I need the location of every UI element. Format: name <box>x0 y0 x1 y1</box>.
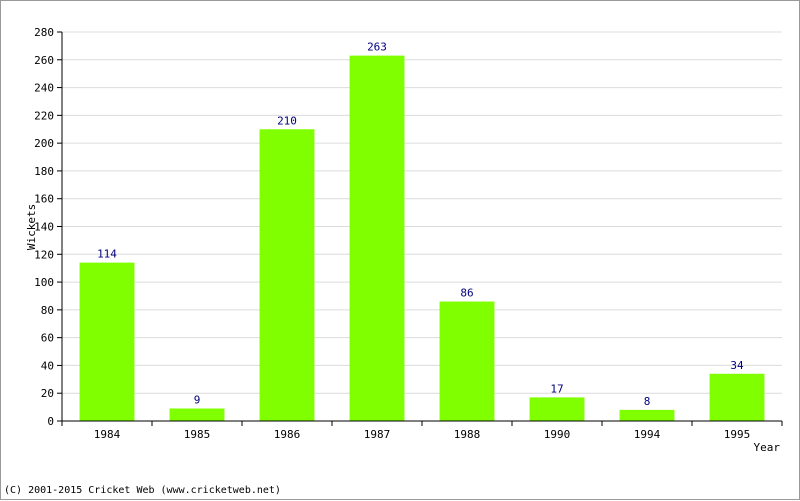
data-label: 17 <box>550 382 563 395</box>
bar <box>439 301 495 421</box>
data-label: 86 <box>460 287 473 300</box>
bar <box>529 397 585 421</box>
x-tick-label: 1984 <box>94 428 121 441</box>
data-label: 9 <box>194 393 201 406</box>
bars <box>79 55 765 421</box>
bar <box>79 262 135 421</box>
y-axis-ticks: 0 20 40 60 80 100 120 140 160 180 200 220 240 260 280 <box>34 26 62 428</box>
data-labels: 114 9 210 263 86 17 8 34 <box>97 41 744 408</box>
bar <box>709 373 765 421</box>
x-tick-label: 1987 <box>364 428 391 441</box>
y-tick-label: 20 <box>41 387 54 400</box>
data-label: 114 <box>97 248 117 261</box>
gridlines <box>62 31 782 394</box>
x-axis-ticks: 1984 1985 1986 1987 1988 1990 1994 1995 <box>61 421 783 441</box>
x-tick-label: 1995 <box>724 428 751 441</box>
x-tick-label: 1985 <box>184 428 211 441</box>
bar <box>169 408 225 421</box>
y-tick-label: 180 <box>34 165 54 178</box>
y-tick-label: 60 <box>41 332 54 345</box>
y-tick-label: 0 <box>47 415 54 428</box>
bar <box>259 129 315 421</box>
bar <box>349 55 405 421</box>
data-label: 8 <box>644 395 651 408</box>
x-tick-label: 1994 <box>634 428 661 441</box>
data-label: 210 <box>277 114 297 127</box>
y-tick-label: 100 <box>34 276 54 289</box>
y-tick-label: 80 <box>41 304 54 317</box>
y-tick-label: 40 <box>41 359 54 372</box>
bar <box>619 409 675 421</box>
y-tick-label: 260 <box>34 54 54 67</box>
copyright-text: (C) 2001-2015 Cricket Web (www.cricketwe… <box>4 485 281 496</box>
y-tick-label: 160 <box>34 193 54 206</box>
y-axis-label: Wickets <box>25 204 38 250</box>
y-tick-label: 220 <box>34 109 54 122</box>
x-tick-label: 1988 <box>454 428 481 441</box>
x-axis-label: Year <box>754 441 781 454</box>
y-tick-label: 280 <box>34 26 54 39</box>
y-tick-label: 240 <box>34 82 54 95</box>
y-tick-label: 120 <box>34 248 54 261</box>
y-tick-label: 140 <box>34 221 54 234</box>
x-tick-label: 1986 <box>274 428 301 441</box>
y-tick-label: 200 <box>34 137 54 150</box>
data-label: 34 <box>730 359 744 372</box>
x-tick-label: 1990 <box>544 428 571 441</box>
data-label: 263 <box>367 41 387 54</box>
